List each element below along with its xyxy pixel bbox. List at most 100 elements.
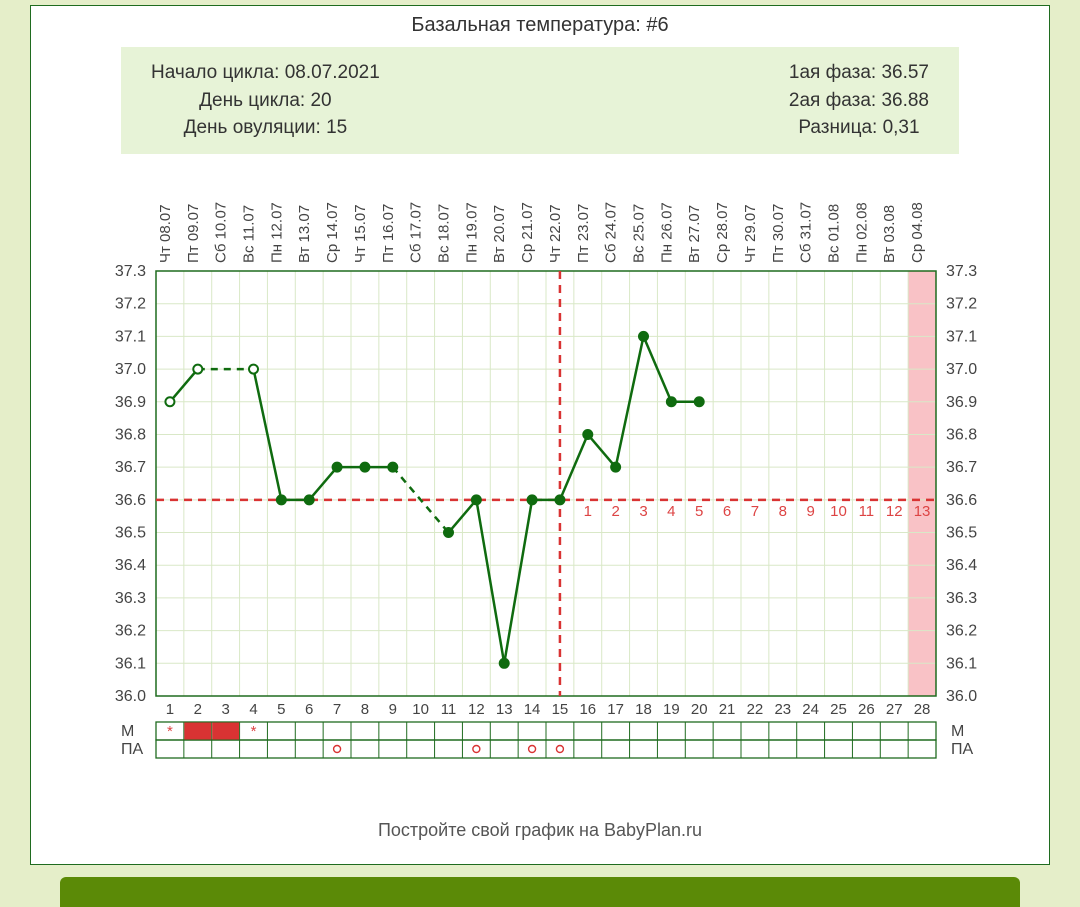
svg-text:Пт 09.07: Пт 09.07	[185, 203, 202, 262]
svg-text:Сб 17.07: Сб 17.07	[408, 202, 425, 263]
svg-text:23: 23	[774, 701, 791, 718]
svg-text:Ср 14.07: Ср 14.07	[324, 202, 341, 263]
svg-text:Пт 16.07: Пт 16.07	[380, 203, 397, 262]
svg-text:19: 19	[663, 701, 680, 718]
svg-text:Чт 22.07: Чт 22.07	[547, 204, 564, 263]
svg-text:36.0: 36.0	[115, 688, 146, 705]
svg-text:М: М	[121, 723, 134, 740]
svg-text:Вт 20.07: Вт 20.07	[491, 205, 508, 263]
svg-text:Пт 23.07: Пт 23.07	[575, 203, 592, 262]
svg-text:37.1: 37.1	[946, 328, 977, 345]
svg-text:Ср 21.07: Ср 21.07	[519, 202, 536, 263]
svg-text:37.3: 37.3	[946, 263, 977, 280]
svg-text:25: 25	[830, 701, 847, 718]
svg-text:36.8: 36.8	[946, 426, 977, 443]
svg-text:16: 16	[579, 701, 596, 718]
svg-text:37.1: 37.1	[115, 328, 146, 345]
bottom-green-bar	[60, 877, 1020, 907]
svg-text:Сб 31.07: Сб 31.07	[798, 202, 815, 263]
svg-text:6: 6	[723, 502, 731, 519]
svg-text:18: 18	[635, 701, 652, 718]
info-row: 2ая фаза: 36.88	[789, 87, 929, 115]
svg-text:36.4: 36.4	[946, 557, 977, 574]
svg-text:36.2: 36.2	[946, 622, 977, 639]
svg-text:36.9: 36.9	[115, 393, 146, 410]
svg-text:36.0: 36.0	[946, 688, 977, 705]
svg-text:Вт 13.07: Вт 13.07	[296, 205, 313, 263]
svg-text:36.4: 36.4	[115, 557, 146, 574]
info-right: 1ая фаза: 36.572ая фаза: 36.88Разница: 0…	[789, 59, 929, 142]
svg-text:Вс 01.08: Вс 01.08	[826, 203, 843, 262]
svg-text:37.0: 37.0	[946, 361, 977, 378]
svg-text:21: 21	[719, 701, 736, 718]
svg-text:8: 8	[779, 502, 787, 519]
svg-text:9: 9	[389, 701, 397, 718]
svg-text:36.6: 36.6	[115, 491, 146, 508]
svg-text:Ср 04.08: Ср 04.08	[909, 202, 926, 263]
svg-text:9: 9	[806, 502, 814, 519]
svg-text:7: 7	[333, 701, 341, 718]
svg-text:27: 27	[886, 701, 903, 718]
chart-title: Базальная температура: #6	[31, 14, 1049, 37]
svg-text:1: 1	[584, 502, 592, 519]
svg-text:10: 10	[830, 502, 847, 519]
svg-text:37.2: 37.2	[115, 295, 146, 312]
svg-text:ПА: ПА	[121, 741, 144, 758]
svg-text:Сб 24.07: Сб 24.07	[603, 202, 620, 263]
svg-text:Чт 15.07: Чт 15.07	[352, 204, 369, 263]
svg-text:6: 6	[305, 701, 313, 718]
bbt-chart: 1234567891011121337.337.337.237.237.137.…	[81, 176, 1001, 816]
svg-text:36.7: 36.7	[115, 459, 146, 476]
svg-text:36.3: 36.3	[946, 590, 977, 607]
svg-text:Пн 26.07: Пн 26.07	[658, 202, 675, 263]
footer-text: Постройте свой график на BabyPlan.ru	[31, 820, 1049, 841]
svg-text:24: 24	[802, 701, 819, 718]
svg-text:Сб 10.07: Сб 10.07	[213, 202, 230, 263]
svg-text:4: 4	[249, 701, 257, 718]
svg-text:20: 20	[691, 701, 708, 718]
svg-text:ПА: ПА	[951, 741, 974, 758]
svg-text:7: 7	[751, 502, 759, 519]
svg-text:Чт 08.07: Чт 08.07	[157, 204, 174, 263]
svg-text:36.7: 36.7	[946, 459, 977, 476]
info-row: Разница: 0,31	[789, 114, 929, 142]
svg-text:2: 2	[194, 701, 202, 718]
info-row: День цикла: 20	[151, 87, 380, 115]
svg-text:17: 17	[607, 701, 624, 718]
svg-text:Вт 27.07: Вт 27.07	[686, 205, 703, 263]
svg-text:Чт 29.07: Чт 29.07	[742, 204, 759, 263]
svg-text:5: 5	[277, 701, 285, 718]
svg-text:*: *	[251, 723, 257, 740]
svg-text:М: М	[951, 723, 964, 740]
svg-text:13: 13	[496, 701, 513, 718]
svg-text:36.2: 36.2	[115, 622, 146, 639]
svg-text:36.9: 36.9	[946, 393, 977, 410]
svg-text:36.5: 36.5	[115, 524, 146, 541]
info-row: День овуляции: 15	[151, 114, 380, 142]
svg-text:36.6: 36.6	[946, 491, 977, 508]
svg-text:28: 28	[914, 701, 931, 718]
svg-text:36.8: 36.8	[115, 426, 146, 443]
svg-text:Вт 03.08: Вт 03.08	[881, 205, 898, 263]
chart-card: Базальная температура: #6 Начало цикла: …	[30, 5, 1050, 865]
svg-text:13: 13	[914, 502, 931, 519]
svg-text:26: 26	[858, 701, 875, 718]
svg-text:12: 12	[468, 701, 485, 718]
svg-text:11: 11	[859, 502, 875, 519]
chart-area: 1234567891011121337.337.337.237.237.137.…	[81, 176, 999, 816]
svg-text:Вс 18.07: Вс 18.07	[436, 203, 453, 262]
svg-text:*: *	[167, 723, 173, 740]
svg-text:1: 1	[166, 701, 174, 718]
svg-text:Вс 11.07: Вс 11.07	[241, 205, 258, 263]
svg-text:36.5: 36.5	[946, 524, 977, 541]
svg-text:4: 4	[667, 502, 675, 519]
svg-text:2: 2	[611, 502, 619, 519]
svg-text:15: 15	[552, 701, 569, 718]
svg-text:37.2: 37.2	[946, 295, 977, 312]
svg-text:Пн 19.07: Пн 19.07	[463, 202, 480, 263]
svg-text:3: 3	[639, 502, 647, 519]
svg-text:Ср 28.07: Ср 28.07	[714, 202, 731, 263]
svg-text:Пт 30.07: Пт 30.07	[770, 203, 787, 262]
info-row: Начало цикла: 08.07.2021	[151, 59, 380, 87]
svg-text:8: 8	[361, 701, 369, 718]
